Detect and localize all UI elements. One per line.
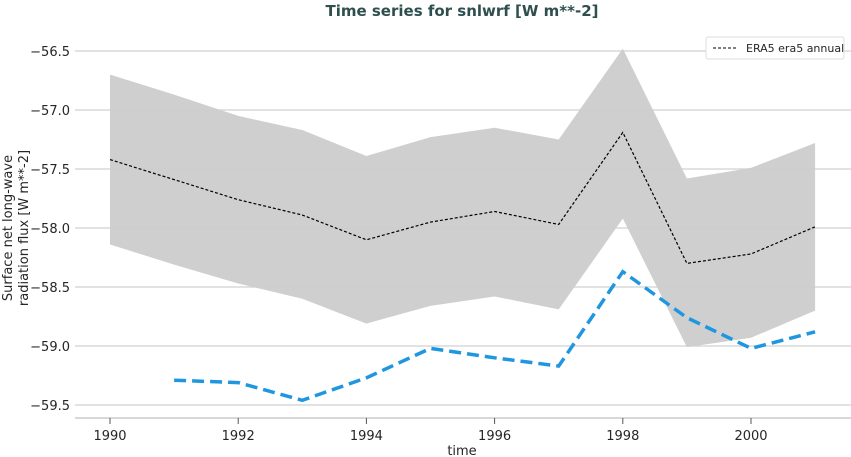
x-tick-label: 1994 xyxy=(350,429,383,444)
x-tick-label: 1998 xyxy=(606,429,639,444)
y-tick-label: −57.5 xyxy=(30,163,70,178)
x-tick-label: 1990 xyxy=(93,429,126,444)
legend: ERA5 era5 annual xyxy=(705,36,845,60)
x-tick-label: 2000 xyxy=(734,429,767,444)
y-tick-label: −56.5 xyxy=(30,45,70,60)
y-tick-label: −59.0 xyxy=(30,340,70,355)
legend-label-era5: ERA5 era5 annual xyxy=(746,42,844,55)
x-axis-label: time xyxy=(447,444,476,457)
x-ticks: 1990 1992 1994 1996 1998 2000 xyxy=(93,418,768,444)
series-line-0 xyxy=(109,131,816,265)
series-line-1 xyxy=(174,269,816,403)
y-tick-label: −58.5 xyxy=(30,281,70,296)
x-tick-label: 1992 xyxy=(222,429,255,444)
y-tick-label: −59.5 xyxy=(30,399,70,414)
y-axis-label-line1: Surface net long-wave xyxy=(1,155,16,301)
y-tick-label: −58.0 xyxy=(30,222,70,237)
series-layer xyxy=(109,131,816,403)
legend-box xyxy=(705,36,845,60)
y-tick-label: −57.0 xyxy=(30,104,70,119)
chart-title: Time series for snlwrf [W m**-2] xyxy=(325,2,598,20)
y-axis-label-line2: radiation flux [W m**-2] xyxy=(17,150,32,306)
y-ticks: −56.5 −57.0 −57.5 −58.0 −58.5 −59.0 −59.5 xyxy=(30,45,70,414)
band-layer xyxy=(110,48,816,348)
uncertainty-band xyxy=(110,48,816,348)
x-tick-label: 1996 xyxy=(478,429,511,444)
